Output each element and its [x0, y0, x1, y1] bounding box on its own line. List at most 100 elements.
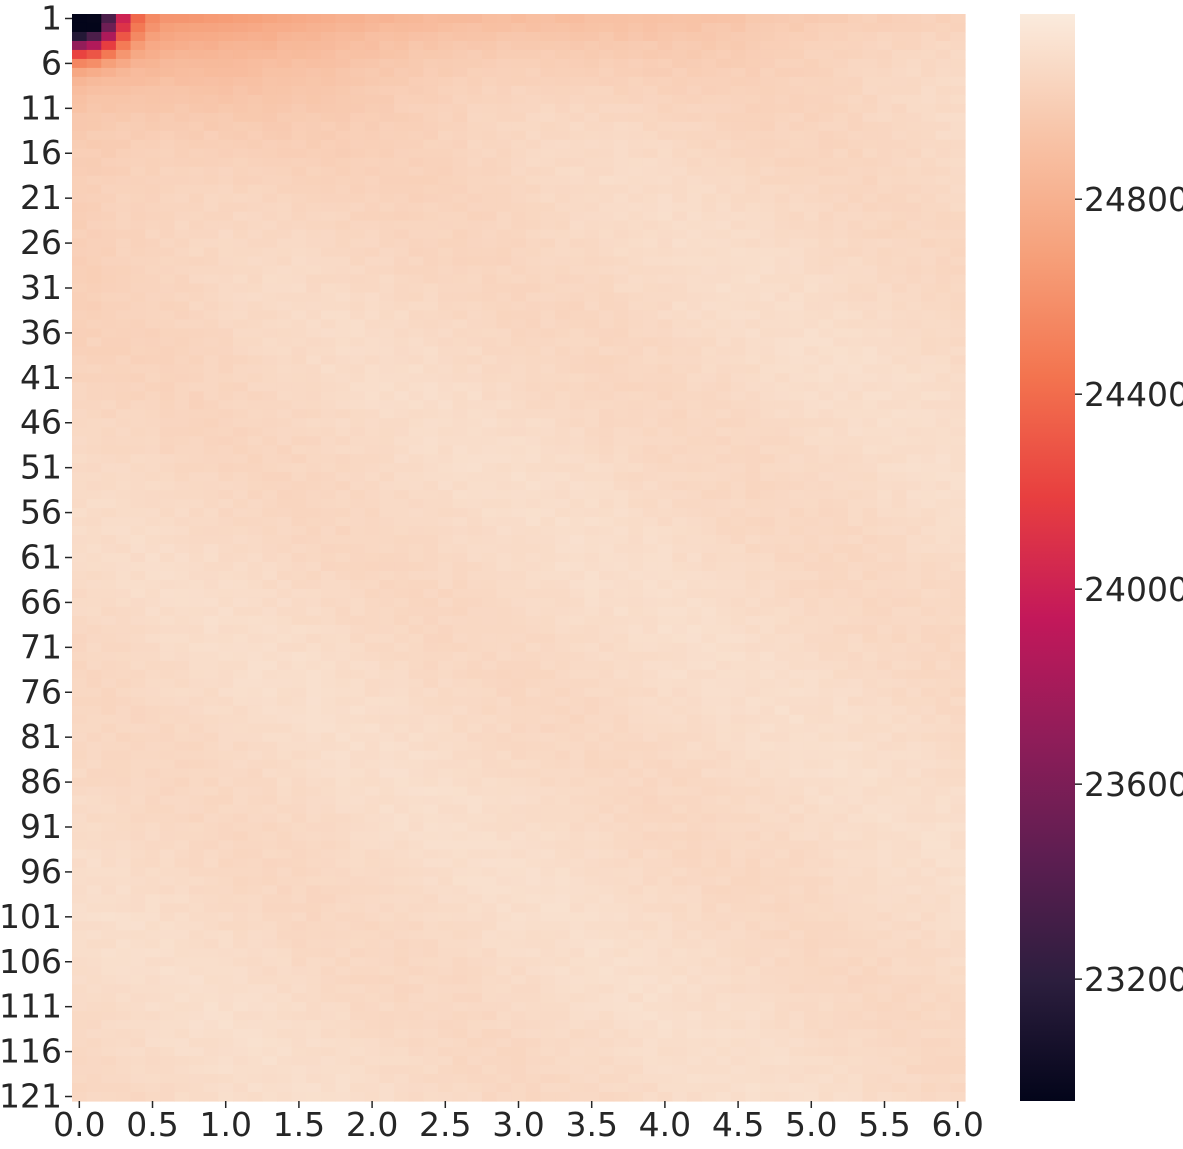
heatmap-cell	[394, 481, 410, 491]
heatmap-cell	[672, 76, 688, 87]
heatmap-cell	[774, 112, 790, 123]
heatmap-cell	[306, 274, 322, 285]
heatmap-cell	[716, 346, 732, 356]
heatmap-cell	[657, 373, 673, 383]
heatmap-cell	[423, 624, 439, 635]
heatmap-cell	[423, 130, 439, 141]
heatmap-cell	[481, 139, 498, 150]
heatmap-cell	[481, 651, 498, 662]
heatmap-cell	[335, 445, 351, 455]
heatmap-cell	[935, 732, 951, 743]
heatmap-cell	[467, 705, 483, 716]
heatmap-cell	[511, 40, 527, 51]
heatmap-cell	[130, 67, 146, 78]
heatmap-cell	[569, 526, 585, 536]
heatmap-cell	[833, 139, 849, 150]
heatmap-cell	[701, 355, 717, 365]
heatmap-cell	[745, 301, 761, 312]
heatmap-cell	[291, 58, 307, 69]
heatmap-cell	[452, 247, 468, 258]
heatmap-cell	[335, 606, 351, 617]
heatmap-cell	[189, 121, 205, 132]
heatmap-cell	[408, 705, 424, 716]
heatmap-cell	[774, 651, 790, 662]
heatmap-cell	[686, 220, 703, 231]
heatmap-cell	[906, 310, 922, 321]
heatmap-cell	[437, 418, 454, 428]
heatmap-cell	[101, 202, 117, 213]
heatmap-cell	[496, 472, 512, 482]
heatmap-cell	[364, 669, 381, 680]
heatmap-cell	[174, 184, 190, 195]
heatmap-cell	[247, 256, 263, 267]
heatmap-cell	[833, 508, 849, 518]
heatmap-cell	[233, 166, 249, 177]
heatmap-cell	[613, 445, 629, 455]
heatmap-cell	[350, 382, 366, 392]
heatmap-cell	[774, 58, 790, 69]
heatmap-cell	[745, 58, 761, 69]
heatmap-cell	[203, 400, 219, 410]
heatmap-cell	[686, 40, 703, 51]
heatmap-cell	[481, 553, 498, 563]
heatmap-cell	[364, 624, 381, 635]
heatmap-cell	[760, 211, 776, 222]
heatmap-cell	[145, 22, 161, 33]
heatmap-cell	[203, 508, 219, 518]
heatmap-cell	[540, 732, 556, 743]
heatmap-cell	[364, 508, 381, 518]
heatmap-cell	[394, 606, 410, 617]
heatmap-cell	[496, 382, 512, 392]
heatmap-cell	[891, 76, 908, 87]
heatmap-cell	[320, 49, 337, 60]
heatmap-cell	[496, 211, 512, 222]
heatmap-cell	[789, 292, 805, 303]
heatmap-cell	[833, 606, 849, 617]
heatmap-cell	[701, 615, 717, 626]
heatmap-cell	[203, 193, 219, 204]
heatmap-cell	[818, 535, 834, 545]
heatmap-cell	[818, 256, 834, 267]
heatmap-cell	[628, 687, 644, 698]
heatmap-cell	[950, 660, 966, 671]
heatmap-cell	[364, 49, 381, 60]
heatmap-cell	[921, 301, 937, 312]
heatmap-cell	[86, 310, 102, 321]
heatmap-cell	[408, 283, 424, 294]
heatmap-cell	[423, 256, 439, 267]
heatmap-cell	[467, 31, 483, 42]
heatmap-cell	[481, 337, 498, 347]
heatmap-cell	[818, 741, 834, 752]
heatmap-cell	[613, 364, 629, 374]
heatmap-cell	[335, 49, 351, 60]
heatmap-cell	[701, 696, 717, 707]
heatmap-cell	[525, 292, 542, 303]
heatmap-cell	[760, 157, 776, 168]
heatmap-cell	[847, 606, 864, 617]
heatmap-cell	[511, 615, 527, 626]
heatmap-cell	[394, 337, 410, 347]
heatmap-cell	[613, 130, 629, 141]
heatmap-cell	[745, 624, 761, 635]
heatmap-cell	[525, 526, 542, 536]
heatmap-cell	[379, 256, 395, 267]
heatmap-cell	[906, 517, 922, 527]
heatmap-cell	[891, 283, 908, 294]
heatmap-cell	[496, 696, 512, 707]
heatmap-cell	[496, 31, 512, 42]
heatmap-cell	[730, 112, 747, 123]
heatmap-cell	[394, 615, 410, 626]
heatmap-cell	[833, 624, 849, 635]
heatmap-cell	[291, 517, 307, 527]
heatmap-cell	[818, 193, 834, 204]
heatmap-cell	[701, 642, 717, 653]
heatmap-cell	[72, 130, 88, 141]
heatmap-cell	[496, 660, 512, 671]
heatmap-cell	[276, 409, 293, 419]
heatmap-cell	[540, 166, 556, 177]
heatmap-cell	[803, 247, 820, 258]
heatmap-cell	[233, 391, 249, 401]
heatmap-cell	[745, 22, 761, 33]
heatmap-cell	[233, 175, 249, 186]
heatmap-cell	[847, 76, 864, 87]
